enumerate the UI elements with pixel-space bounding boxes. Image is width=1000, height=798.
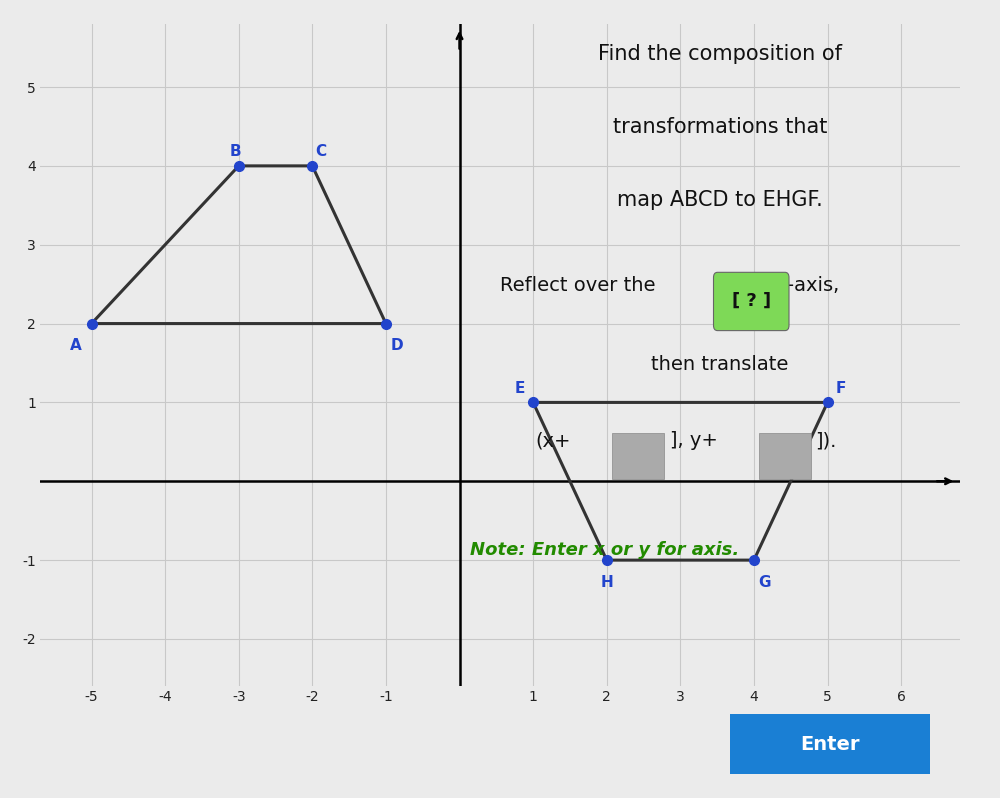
Text: A: A [69,338,81,354]
Text: B: B [229,144,241,159]
Text: transformations that: transformations that [613,117,827,136]
Text: map ABCD to EHGF.: map ABCD to EHGF. [617,190,823,210]
FancyBboxPatch shape [612,433,664,479]
Text: D: D [391,338,403,354]
FancyBboxPatch shape [720,711,940,777]
Text: (x+: (x+ [535,431,570,450]
FancyBboxPatch shape [759,433,811,479]
Text: then translate: then translate [651,355,789,374]
Text: Note: Enter x or y for axis.: Note: Enter x or y for axis. [470,540,739,559]
Text: G: G [759,575,771,590]
Text: H: H [600,575,613,590]
Text: C: C [316,144,327,159]
Text: Reflect over the: Reflect over the [500,275,662,294]
Text: F: F [836,381,846,396]
Text: Find the composition of: Find the composition of [598,44,842,64]
FancyBboxPatch shape [714,272,789,330]
Text: ], y+: ], y+ [670,431,718,450]
Text: Enter: Enter [800,735,860,753]
Text: -axis,: -axis, [788,275,840,294]
Text: [ ? ]: [ ? ] [732,292,771,310]
Text: E: E [515,381,525,396]
Text: ]).: ]). [815,431,836,450]
